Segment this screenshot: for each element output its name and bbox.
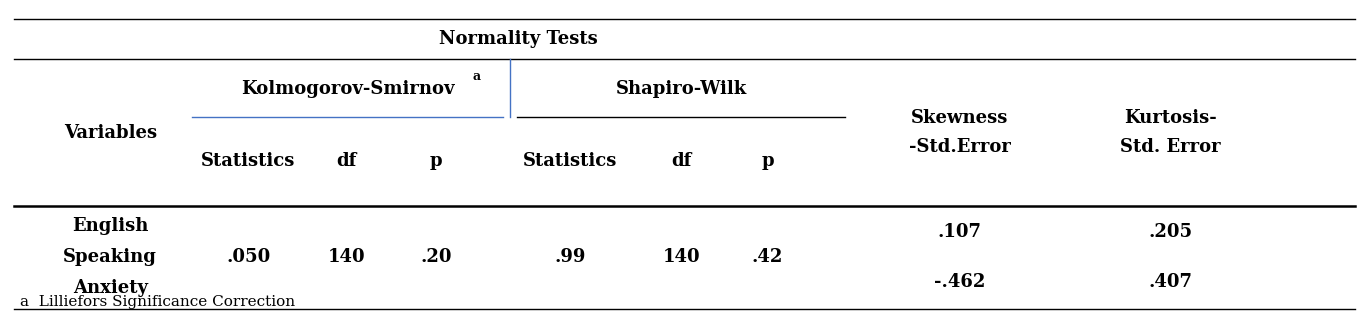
Text: Std. Error: Std. Error — [1120, 137, 1221, 156]
Text: 140: 140 — [327, 248, 366, 266]
Text: a  Lilliefors Significance Correction: a Lilliefors Significance Correction — [21, 295, 296, 309]
Text: Shapiro-Wilk: Shapiro-Wilk — [616, 80, 746, 98]
Text: Variables: Variables — [64, 123, 157, 142]
Text: .99: .99 — [554, 248, 586, 266]
Text: .107: .107 — [938, 223, 982, 241]
Text: df: df — [672, 152, 691, 170]
Text: a: a — [472, 70, 481, 83]
Text: Skewness: Skewness — [910, 109, 1008, 128]
Text: Kolmogorov-Smirnov: Kolmogorov-Smirnov — [241, 80, 455, 98]
Text: .205: .205 — [1149, 223, 1192, 241]
Text: -Std.Error: -Std.Error — [909, 137, 1010, 156]
Text: Statistics: Statistics — [201, 152, 296, 170]
Text: English: English — [73, 217, 148, 235]
Text: .407: .407 — [1149, 273, 1192, 291]
Text: p: p — [761, 152, 773, 170]
Text: Normality Tests: Normality Tests — [439, 30, 598, 48]
Text: .42: .42 — [752, 248, 783, 266]
Text: .20: .20 — [420, 248, 452, 266]
Text: df: df — [337, 152, 356, 170]
Text: 140: 140 — [663, 248, 701, 266]
Text: Anxiety: Anxiety — [73, 279, 148, 297]
Text: Statistics: Statistics — [523, 152, 617, 170]
Text: p: p — [430, 152, 442, 170]
Text: -.462: -.462 — [934, 273, 986, 291]
Text: .050: .050 — [226, 248, 271, 266]
Text: Speaking: Speaking — [63, 248, 157, 266]
Text: Kurtosis-: Kurtosis- — [1124, 109, 1217, 128]
